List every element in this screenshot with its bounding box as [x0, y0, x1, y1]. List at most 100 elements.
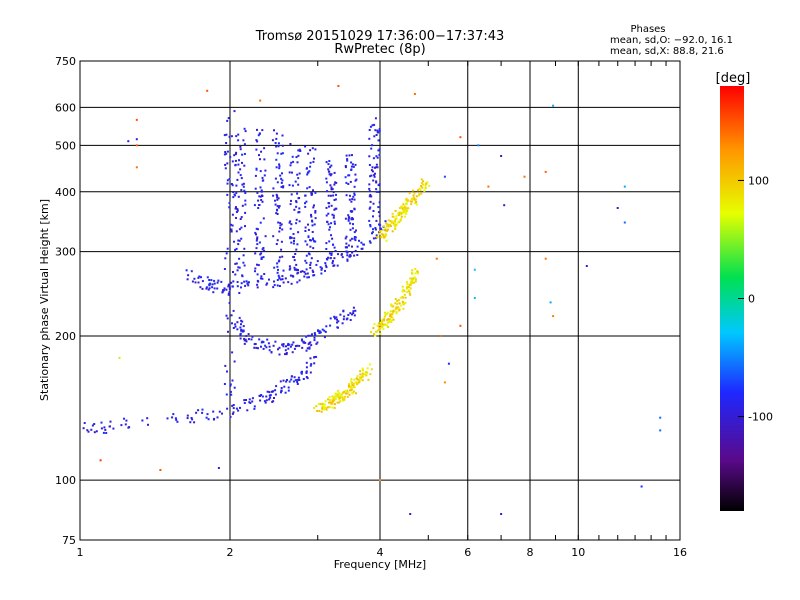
spread-point — [226, 162, 229, 165]
spread-point — [241, 153, 244, 156]
trace-point — [408, 284, 411, 287]
trace-point — [352, 310, 355, 313]
trace-point — [282, 379, 285, 382]
trace-point — [243, 399, 246, 402]
trace-point — [361, 372, 364, 375]
trace-point — [261, 395, 264, 398]
spread-point — [355, 178, 358, 181]
trace-point — [284, 349, 287, 352]
spread-point — [335, 193, 337, 196]
trace-point — [410, 197, 413, 200]
trace-point — [285, 380, 288, 383]
spread-point — [274, 142, 277, 144]
scattered-point — [473, 297, 476, 299]
spread-point — [257, 199, 260, 202]
trace-point — [289, 345, 292, 348]
spread-point — [354, 249, 357, 252]
spread-point — [290, 241, 293, 244]
trace-point — [341, 396, 344, 399]
trace-point — [240, 282, 243, 285]
trace-point — [383, 311, 386, 314]
spread-point — [296, 161, 299, 164]
trace-point — [186, 414, 189, 417]
spread-point — [290, 199, 292, 202]
spread-point — [273, 129, 275, 132]
trace-point — [383, 323, 386, 326]
trace-point — [350, 378, 353, 381]
trace-point — [246, 282, 249, 285]
trace-point — [200, 276, 202, 279]
trace-point — [112, 427, 115, 430]
spread-point — [298, 149, 301, 152]
trace-point — [409, 283, 412, 286]
trace-point — [285, 352, 288, 354]
trace-point — [265, 283, 268, 286]
spread-point — [329, 194, 332, 197]
trace-point — [303, 271, 306, 274]
stats-line-x: mean, sd,X: 88.8, 21.6 — [610, 46, 724, 57]
spread-point — [242, 185, 245, 188]
spread-point — [289, 227, 292, 230]
trace-point — [273, 280, 275, 283]
trace-point — [197, 276, 200, 279]
spread-point — [261, 248, 264, 251]
trace-point — [315, 342, 318, 345]
spread-point — [375, 190, 378, 193]
trace-point — [352, 382, 355, 385]
trace-point — [222, 289, 225, 292]
trace-point — [338, 398, 341, 401]
trace-point — [90, 428, 93, 431]
spread-point — [256, 273, 259, 276]
spread-point — [225, 133, 228, 136]
spread-point — [276, 205, 279, 208]
spread-point — [350, 237, 353, 240]
trace-point — [225, 288, 228, 291]
spread-point — [278, 167, 281, 170]
trace-point — [296, 344, 299, 347]
scattered-point — [473, 268, 476, 271]
trace-point — [389, 225, 392, 227]
spread-point — [225, 393, 228, 396]
spread-point — [295, 205, 298, 208]
trace-point — [313, 336, 316, 339]
spread-point — [332, 260, 334, 263]
trace-point — [352, 306, 355, 309]
spread-point — [330, 173, 333, 176]
trace-point — [352, 384, 355, 387]
scattered-point — [500, 155, 503, 157]
spread-point — [333, 220, 336, 223]
trace-point — [226, 407, 229, 410]
trace-point — [187, 274, 190, 277]
spread-point — [334, 181, 337, 184]
spread-point — [304, 226, 307, 229]
trace-point — [336, 264, 339, 267]
spread-point — [232, 309, 235, 312]
trace-point — [242, 329, 245, 332]
trace-point — [303, 275, 306, 278]
trace-point — [347, 384, 350, 387]
spread-point — [235, 211, 238, 213]
trace-point — [358, 239, 360, 242]
x-tick-label: 10 — [571, 546, 585, 559]
trace-point — [378, 230, 381, 233]
spread-point — [280, 223, 283, 226]
trace-point — [285, 353, 288, 356]
spread-point — [259, 158, 261, 161]
trace-point — [190, 417, 193, 419]
trace-point — [228, 286, 231, 289]
spread-point — [226, 182, 229, 185]
trace-point — [238, 292, 241, 294]
x-axis-label: Frequency [MHz] — [334, 558, 426, 571]
spread-point — [243, 127, 246, 130]
spread-point — [280, 152, 283, 155]
spread-point — [223, 268, 226, 270]
spread-point — [272, 235, 275, 238]
trace-point — [349, 319, 352, 321]
spread-point — [353, 198, 356, 201]
trace-point — [353, 386, 356, 389]
trace-point — [400, 213, 403, 216]
trace-point — [391, 230, 394, 233]
trace-point — [190, 270, 193, 273]
scattered-point — [439, 335, 442, 337]
trace-point — [290, 282, 293, 285]
